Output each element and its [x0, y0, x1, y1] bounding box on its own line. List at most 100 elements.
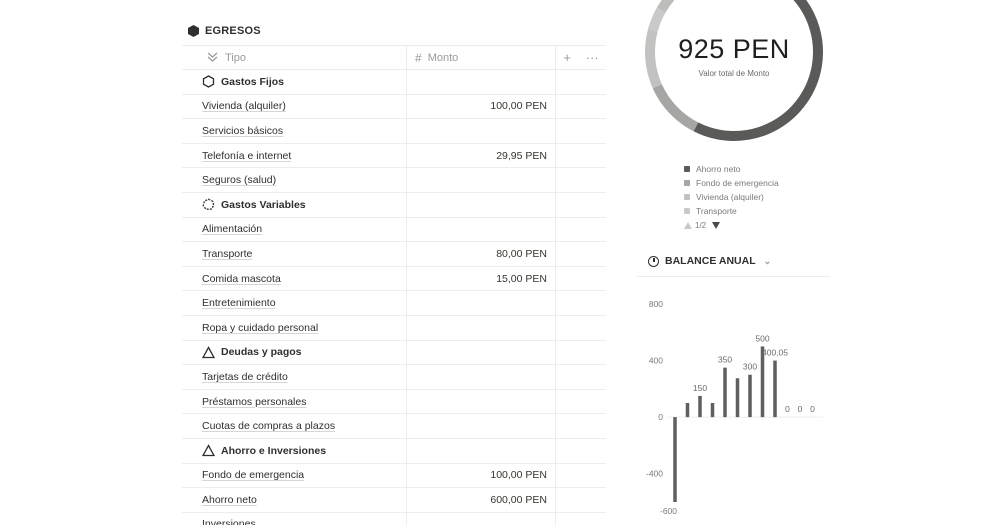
table-row[interactable]: Servicios básicos: [182, 119, 606, 144]
bar[interactable]: [735, 378, 740, 418]
triangle-outline-icon: [202, 345, 215, 358]
bar-data-label: 0: [785, 404, 790, 414]
cell-tipo[interactable]: Servicios básicos: [182, 119, 407, 143]
donut-slice[interactable]: [652, 83, 699, 132]
bar[interactable]: [698, 395, 702, 418]
column-header-monto[interactable]: # Monto: [407, 46, 556, 69]
legend-item[interactable]: Transporte: [684, 204, 824, 218]
table-row[interactable]: Préstamos personales: [182, 389, 606, 415]
donut-chart[interactable]: 925 PEN Valor total de Monto: [644, 0, 824, 145]
row-label: Transporte: [202, 247, 253, 260]
bar[interactable]: [673, 417, 677, 502]
cell-tipo[interactable]: Telefonía e internet: [182, 143, 407, 168]
cell-monto[interactable]: [407, 291, 556, 315]
table-row[interactable]: Tarjetas de crédito: [182, 365, 606, 390]
bar-data-label: 150: [693, 383, 707, 393]
bar[interactable]: [748, 374, 752, 418]
cell-tipo[interactable]: Préstamos personales: [182, 389, 407, 414]
cell-monto[interactable]: [407, 340, 556, 365]
cell-monto[interactable]: [407, 168, 556, 192]
cell-monto[interactable]: [407, 192, 556, 217]
more-options-button[interactable]: ···: [585, 50, 599, 65]
table-row[interactable]: Fondo de emergencia 100,00 PEN: [182, 463, 606, 489]
cell-tipo[interactable]: Ropa y cuidado personal: [182, 315, 407, 340]
cell-monto[interactable]: [407, 119, 556, 143]
group-row[interactable]: Gastos Variables: [182, 192, 606, 218]
cell-monto[interactable]: [407, 217, 556, 242]
legend-item[interactable]: Ahorro neto: [684, 162, 824, 176]
bar[interactable]: [685, 403, 690, 418]
cell-monto[interactable]: [407, 438, 556, 463]
y-tick-label: 800: [649, 299, 663, 309]
database-title[interactable]: EGRESOS: [188, 21, 261, 41]
cell-monto[interactable]: 100,00 PEN: [407, 94, 556, 119]
cell-empty: [556, 488, 606, 512]
cell-tipo[interactable]: Transporte: [182, 242, 407, 266]
group-row[interactable]: Gastos Fijos: [182, 70, 606, 95]
cell-monto[interactable]: 29,95 PEN: [407, 143, 556, 168]
legend-item[interactable]: Vivienda (alquiler): [684, 190, 824, 204]
cell-tipo[interactable]: Cuotas de compras a plazos: [182, 414, 407, 438]
group-row[interactable]: Deudas y pagos: [182, 340, 606, 366]
table-row[interactable]: Transporte 80,00 PEN: [182, 242, 606, 267]
cell-tipo[interactable]: Seguros (salud): [182, 168, 407, 192]
table-row[interactable]: Ropa y cuidado personal: [182, 315, 606, 341]
chevron-down-icon[interactable]: ⌄: [763, 255, 772, 266]
bar[interactable]: [773, 360, 777, 418]
column-header-tipo[interactable]: Tipo: [182, 46, 407, 69]
cell-tipo[interactable]: Ahorro e Inversiones: [182, 438, 407, 463]
cell-tipo[interactable]: Vivienda (alquiler): [182, 94, 407, 119]
cell-monto[interactable]: [407, 315, 556, 340]
table-row[interactable]: Comida mascota 15,00 PEN: [182, 266, 606, 292]
cell-monto[interactable]: [407, 512, 556, 525]
add-property-button[interactable]: +: [563, 50, 571, 65]
cell-empty: [556, 464, 606, 488]
cell-tipo[interactable]: Tarjetas de crédito: [182, 365, 407, 389]
donut-slice[interactable]: [645, 28, 662, 89]
cell-empty: [556, 365, 606, 389]
table-row[interactable]: Telefonía e internet 29,95 PEN: [182, 143, 606, 169]
cell-tipo[interactable]: Ahorro neto: [182, 488, 407, 512]
cell-monto[interactable]: [407, 70, 556, 94]
column-label-tipo: Tipo: [225, 51, 246, 64]
donut-slice[interactable]: [648, 7, 666, 32]
balance-view-tab[interactable]: BALANCE ANUAL ⌄: [648, 255, 771, 267]
cell-tipo[interactable]: Deudas y pagos: [182, 340, 407, 365]
row-label: Ahorro neto: [202, 493, 257, 506]
table-row[interactable]: Cuotas de compras a plazos: [182, 414, 606, 439]
donut-slice[interactable]: [693, 0, 823, 141]
legend-swatch: [684, 208, 690, 214]
table-row[interactable]: Seguros (salud): [182, 168, 606, 193]
cell-monto[interactable]: [407, 389, 556, 414]
cell-tipo[interactable]: Gastos Fijos: [182, 70, 407, 94]
table-row[interactable]: Vivienda (alquiler) 100,00 PEN: [182, 94, 606, 120]
cell-monto[interactable]: [407, 365, 556, 389]
pager-next-icon[interactable]: [712, 221, 721, 229]
bar[interactable]: [710, 403, 715, 418]
cell-tipo[interactable]: Alimentación: [182, 217, 407, 242]
cell-monto[interactable]: 600,00 PEN: [407, 488, 556, 512]
cell-tipo[interactable]: Inversiones: [182, 512, 407, 525]
cell-monto[interactable]: 80,00 PEN: [407, 242, 556, 266]
cell-empty: [556, 390, 606, 414]
table-body: Gastos Fijos Vivienda (alquiler) 100,00 PE…: [182, 70, 606, 525]
cell-tipo[interactable]: Comida mascota: [182, 266, 407, 291]
cell-tipo[interactable]: Gastos Variables: [182, 192, 407, 217]
legend-item[interactable]: Fondo de emergencia: [684, 176, 824, 190]
column-label-monto: Monto: [427, 51, 459, 64]
table-row[interactable]: Alimentación: [182, 217, 606, 243]
cell-tipo[interactable]: Entretenimiento: [182, 291, 407, 315]
table-row[interactable]: Inversiones: [182, 512, 606, 525]
pager-prev-icon[interactable]: [684, 221, 692, 229]
table-row[interactable]: Entretenimiento: [182, 291, 606, 316]
cell-monto[interactable]: 100,00 PEN: [407, 463, 556, 488]
cell-monto[interactable]: [407, 414, 556, 438]
bar[interactable]: [723, 367, 727, 418]
cell-monto[interactable]: 15,00 PEN: [407, 266, 556, 291]
table-row[interactable]: Ahorro neto 600,00 PEN: [182, 488, 606, 513]
cell-tipo[interactable]: Fondo de emergencia: [182, 463, 407, 488]
bar[interactable]: [760, 346, 765, 418]
donut-slice[interactable]: [656, 0, 722, 13]
group-row[interactable]: Ahorro e Inversiones: [182, 438, 606, 464]
